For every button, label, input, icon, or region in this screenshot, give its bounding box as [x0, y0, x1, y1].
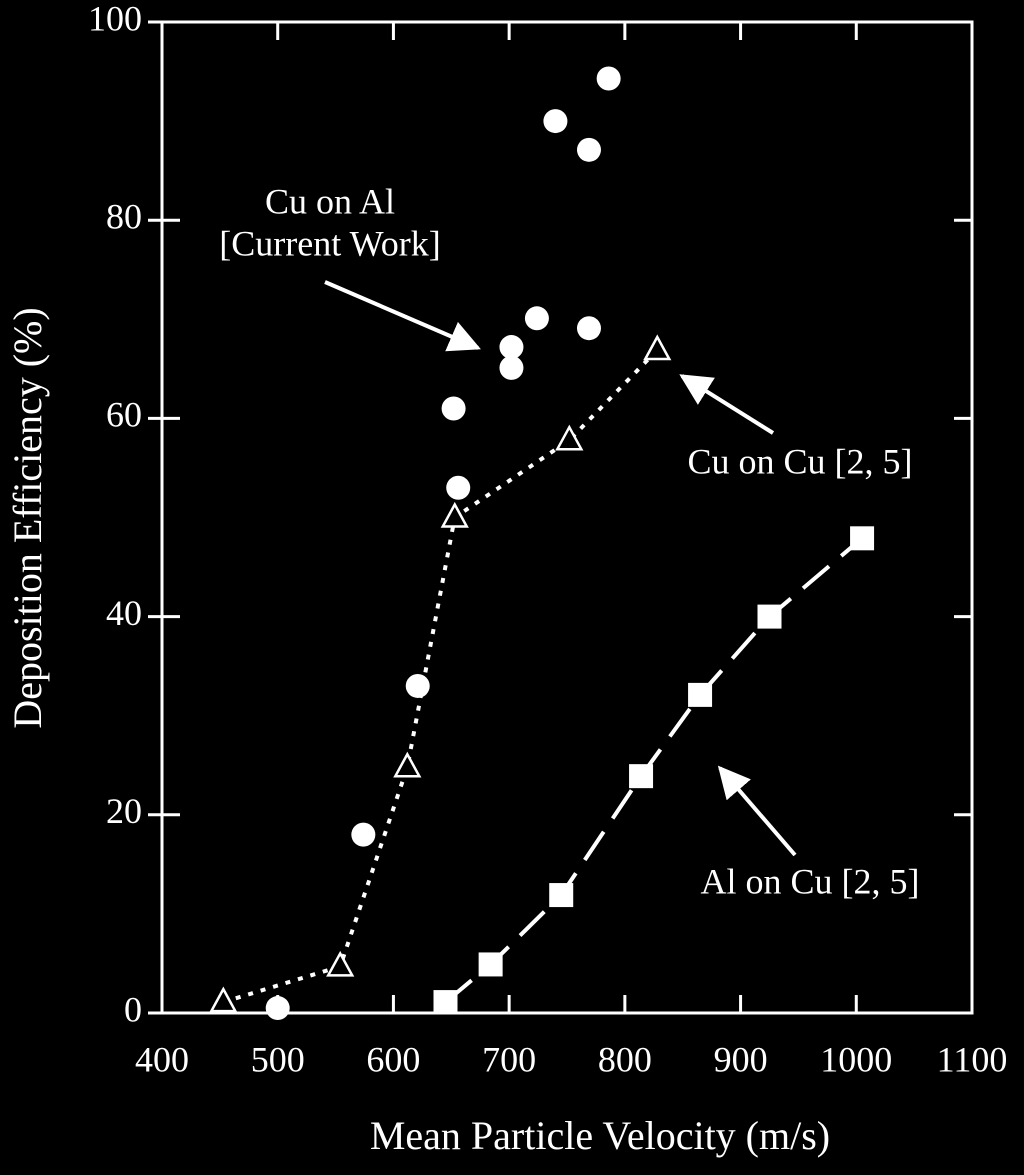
x-tick-label: 800 [598, 1039, 652, 1079]
annotation-arrow [324, 280, 481, 352]
point [576, 316, 601, 341]
x-tick-label: 400 [135, 1039, 189, 1079]
point [441, 396, 466, 421]
point [757, 604, 782, 629]
y-tick-label: 0 [124, 989, 142, 1029]
y-tick-label: 40 [106, 593, 142, 633]
x-axis-title: Mean Particle Velocity (m/s) [370, 1113, 830, 1158]
annotation-text: Al on Cu [2, 5] [701, 861, 920, 901]
point [643, 334, 672, 361]
annotation-arrow [717, 765, 797, 857]
annotation-text: Cu on Cu [2, 5] [688, 441, 913, 481]
point [524, 306, 549, 331]
x-tick-label: 700 [482, 1039, 536, 1079]
point [446, 475, 471, 500]
point [499, 335, 524, 360]
x-tick-label: 900 [714, 1039, 768, 1079]
point [405, 673, 430, 698]
point [555, 424, 584, 451]
point [549, 883, 574, 908]
x-tick-label: 600 [366, 1039, 420, 1079]
y-tick-label: 80 [106, 196, 142, 236]
series-line [222, 348, 659, 1005]
point [688, 682, 713, 707]
point [433, 990, 458, 1015]
point [850, 526, 875, 551]
y-axis-title: Deposition Efficiency (%) [5, 307, 50, 728]
annotation-text: Cu on Al [265, 181, 395, 221]
point [499, 355, 524, 380]
point [543, 109, 568, 134]
x-tick-label: 1100 [937, 1039, 1008, 1079]
point [440, 501, 469, 528]
point [576, 137, 601, 162]
x-tick-label: 500 [251, 1039, 305, 1079]
point [393, 751, 422, 778]
annotation-text: [Current Work] [219, 223, 440, 263]
x-tick-label: 1000 [820, 1039, 892, 1079]
point [629, 764, 654, 789]
annotation-arrow [679, 374, 775, 435]
point [265, 996, 290, 1021]
y-tick-label: 60 [106, 395, 142, 435]
y-tick-label: 20 [106, 791, 142, 831]
point [596, 66, 621, 91]
point [478, 952, 503, 977]
point [209, 986, 238, 1013]
point [351, 822, 376, 847]
y-tick-label: 100 [88, 0, 142, 38]
plot-frame [160, 20, 974, 1015]
point [326, 950, 355, 977]
